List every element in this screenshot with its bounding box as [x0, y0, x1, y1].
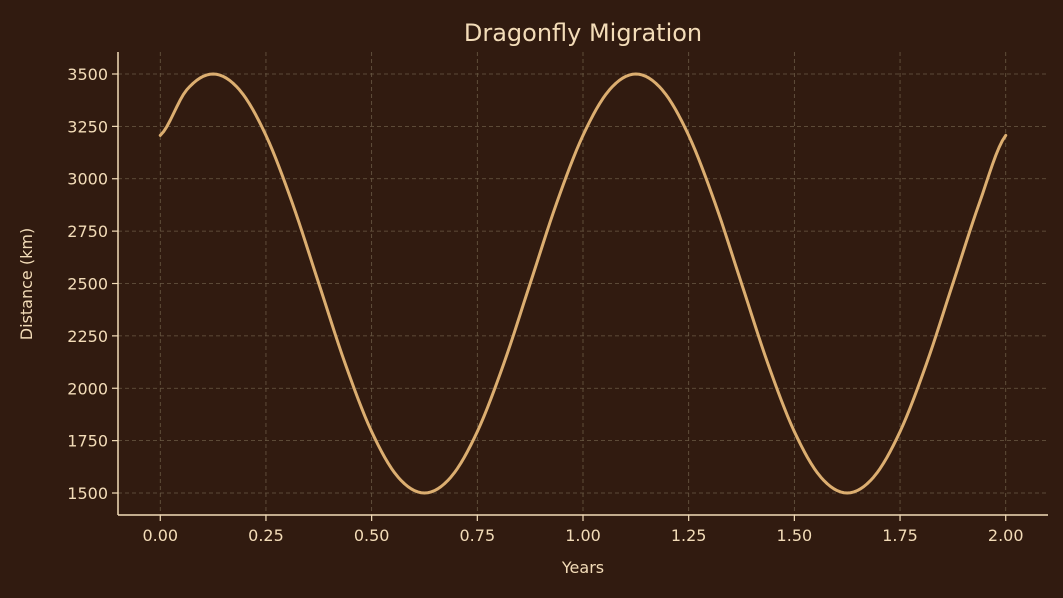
y-tick-label: 3500 [67, 65, 108, 84]
x-tick-label: 1.50 [777, 526, 813, 545]
y-tick-label: 2750 [67, 222, 108, 241]
x-tick-label: 1.00 [565, 526, 601, 545]
chart-title: Dragonfly Migration [464, 19, 702, 47]
y-tick-label: 1500 [67, 484, 108, 503]
x-tick-label: 1.75 [882, 526, 918, 545]
data-layer [158, 72, 1008, 495]
x-tick-label: 0.50 [354, 526, 390, 545]
tick-labels: 0.00 0.25 0.50 0.75 1.00 1.25 1.50 1.75 2.00 1500… [67, 65, 1023, 545]
y-tick-label: 3250 [67, 117, 108, 136]
x-tick-label: 1.25 [671, 526, 707, 545]
x-tick-label: 0.25 [248, 526, 284, 545]
x-axis-label: Years [561, 558, 604, 577]
y-tick-label: 2000 [67, 379, 108, 398]
y-tick-label: 3000 [67, 170, 108, 189]
y-tick-label: 1750 [67, 432, 108, 451]
y-tick-label: 2250 [67, 327, 108, 346]
grid-lines [118, 52, 1048, 515]
y-tick-label: 2500 [67, 275, 108, 294]
x-tick-label: 2.00 [988, 526, 1024, 545]
x-tick-label: 0.00 [142, 526, 178, 545]
series-line [158, 72, 1008, 495]
axes [112, 52, 1048, 521]
y-axis-label: Distance (km) [17, 228, 36, 340]
x-tick-label: 0.75 [460, 526, 496, 545]
